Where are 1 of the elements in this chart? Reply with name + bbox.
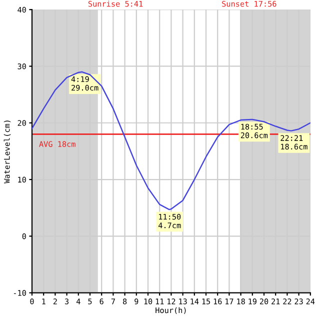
line-series [32,71,310,210]
